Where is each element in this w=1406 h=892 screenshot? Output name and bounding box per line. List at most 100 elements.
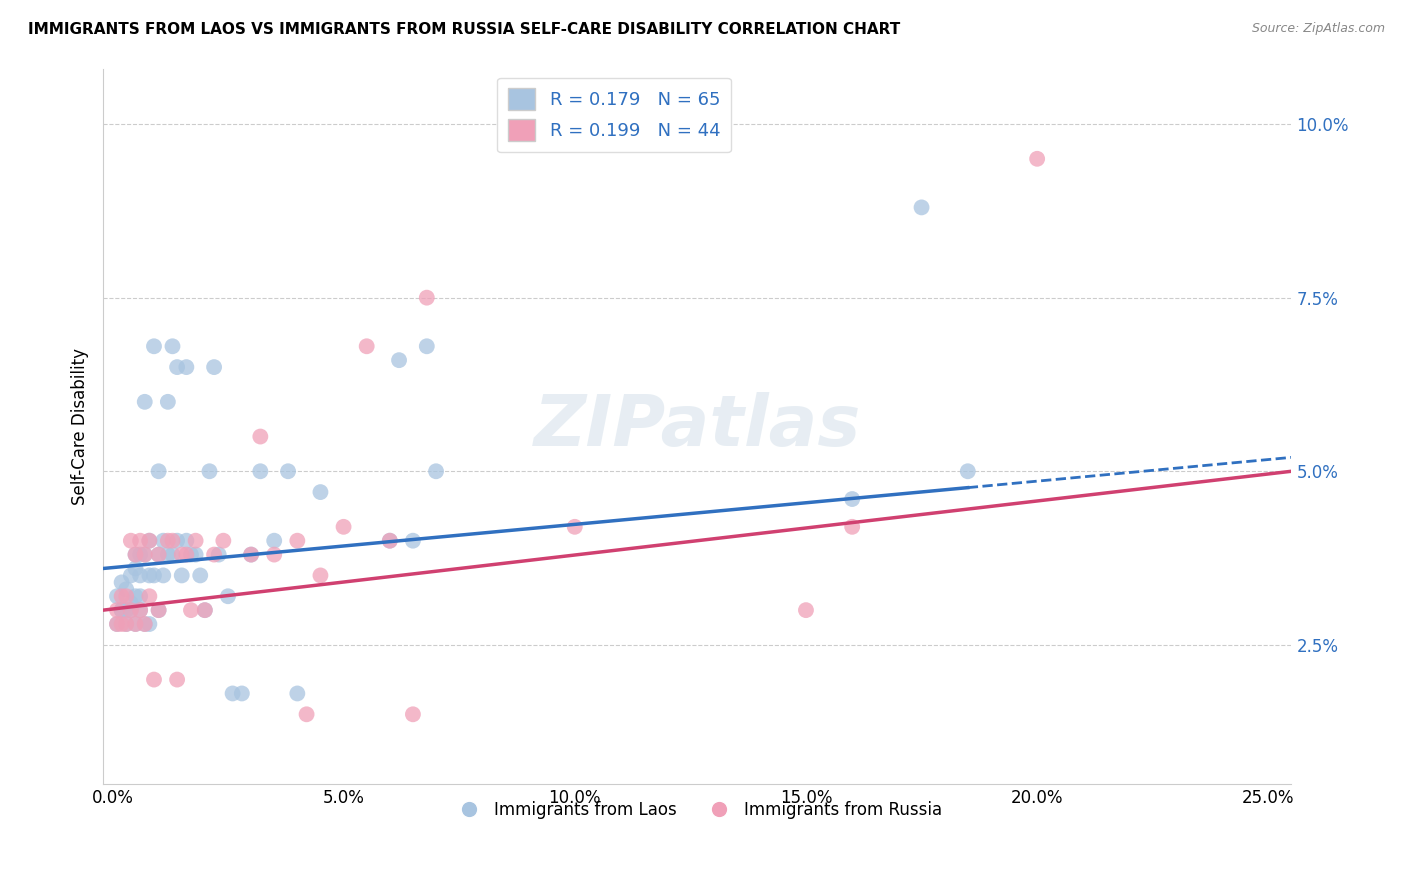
Point [564,520,586,534]
Point [194,603,217,617]
Point [129,548,152,562]
Point [170,568,193,582]
Point [111,603,134,617]
Point [212,533,235,548]
Point [129,603,152,617]
Point [180,603,202,617]
Point [156,533,179,548]
Point [111,589,134,603]
Point [378,533,401,548]
Point [208,548,231,562]
Point [148,548,170,562]
Legend: Immigrants from Laos, Immigrants from Russia: Immigrants from Laos, Immigrants from Ru… [446,794,949,825]
Point [129,589,152,603]
Point [124,548,146,562]
Text: Source: ZipAtlas.com: Source: ZipAtlas.com [1251,22,1385,36]
Point [285,533,308,548]
Point [202,548,225,562]
Point [277,464,299,478]
Point [176,548,198,562]
Point [124,561,146,575]
Point [425,464,447,478]
Point [166,533,188,548]
Point [138,617,160,632]
Text: ZIPatlas: ZIPatlas [534,392,860,460]
Point [176,360,198,375]
Point [416,339,439,353]
Point [402,707,425,722]
Point [120,603,142,617]
Point [240,548,263,562]
Point [166,360,188,375]
Point [129,603,152,617]
Point [120,568,142,582]
Point [138,533,160,548]
Point [263,548,285,562]
Point [198,464,221,478]
Point [841,491,863,506]
Point [105,589,128,603]
Point [134,394,156,409]
Point [143,568,166,582]
Point [794,603,817,617]
Point [202,360,225,375]
Point [166,673,188,687]
Point [162,339,184,353]
Point [217,589,239,603]
Point [148,464,170,478]
Point [124,617,146,632]
Point [184,548,207,562]
Point [263,533,285,548]
Point [152,533,174,548]
Point [356,339,378,353]
Point [105,617,128,632]
Point [240,548,263,562]
Point [134,617,156,632]
Point [416,291,439,305]
Point [249,464,271,478]
Point [115,617,138,632]
Point [910,201,932,215]
Point [156,394,179,409]
Point [402,533,425,548]
Point [134,548,156,562]
Point [124,548,146,562]
Point [134,548,156,562]
Point [152,568,174,582]
Point [388,353,411,368]
Point [156,548,179,562]
Point [148,603,170,617]
Point [129,533,152,548]
Text: IMMIGRANTS FROM LAOS VS IMMIGRANTS FROM RUSSIA SELF-CARE DISABILITY CORRELATION : IMMIGRANTS FROM LAOS VS IMMIGRANTS FROM … [28,22,900,37]
Point [184,533,207,548]
Point [138,533,160,548]
Y-axis label: Self-Care Disability: Self-Care Disability [72,348,89,505]
Point [120,596,142,610]
Point [138,589,160,603]
Point [105,617,128,632]
Point [180,548,202,562]
Point [120,533,142,548]
Point [309,485,332,500]
Point [309,568,332,582]
Point [956,464,979,478]
Point [162,533,184,548]
Point [249,429,271,443]
Point [332,520,354,534]
Point [194,603,217,617]
Point [124,589,146,603]
Point [1026,152,1049,166]
Point [162,548,184,562]
Point [115,617,138,632]
Point [115,603,138,617]
Point [120,603,142,617]
Point [285,686,308,700]
Point [134,617,156,632]
Point [143,673,166,687]
Point [115,582,138,597]
Point [111,575,134,590]
Point [221,686,243,700]
Point [170,548,193,562]
Point [143,339,166,353]
Point [115,589,138,603]
